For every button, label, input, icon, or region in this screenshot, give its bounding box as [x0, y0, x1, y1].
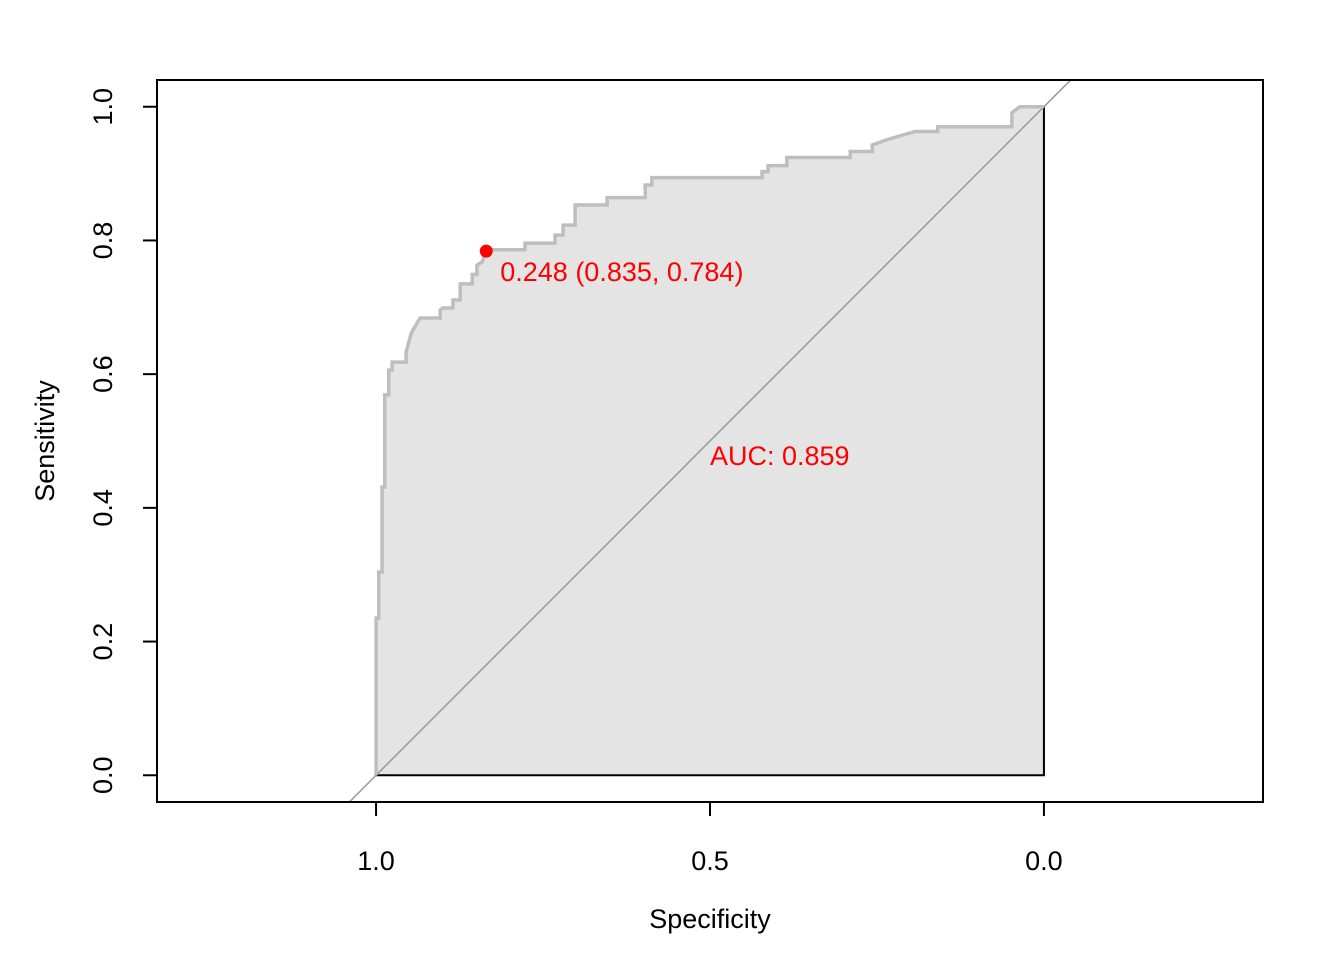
threshold-point — [479, 244, 493, 258]
x-tick-label: 1.0 — [357, 846, 395, 876]
roc-curve — [374, 104, 1044, 776]
x-axis-title: Specificity — [649, 904, 771, 934]
threshold-label: 0.248 (0.835, 0.784) — [500, 257, 743, 287]
x-tick-label: 0.0 — [1025, 846, 1063, 876]
y-tick-label: 0.6 — [88, 355, 118, 393]
y-tick-label: 0.4 — [88, 489, 118, 527]
y-axis-title: Sensitivity — [30, 380, 60, 502]
diagonal — [348, 80, 1072, 802]
auc-label: AUC: 0.859 — [710, 441, 850, 471]
y-tick-label: 1.0 — [88, 88, 118, 126]
y-tick-label: 0.8 — [88, 222, 118, 260]
plot-area — [348, 80, 1072, 802]
y-tick-label: 0.0 — [88, 756, 118, 794]
y-tick-label: 0.2 — [88, 623, 118, 661]
x-tick-label: 0.5 — [691, 846, 729, 876]
